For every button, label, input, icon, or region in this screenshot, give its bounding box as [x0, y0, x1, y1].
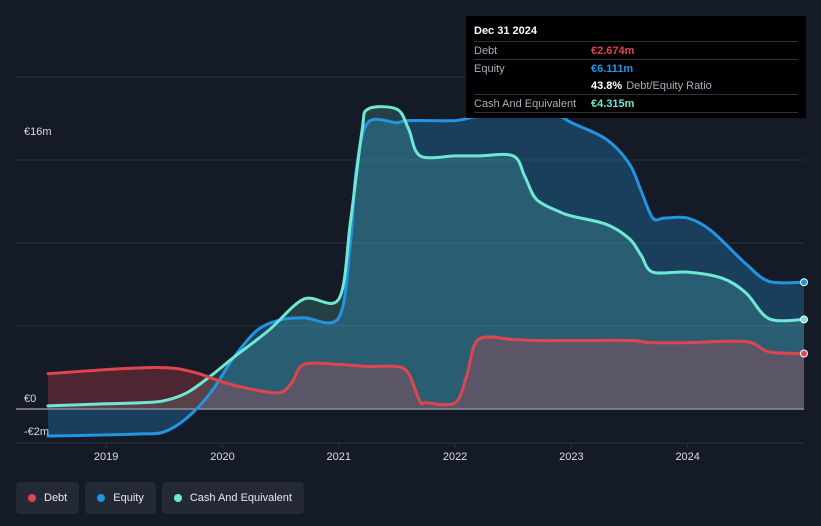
tooltip-ratio-label: Debt/Equity Ratio [626, 79, 712, 92]
cash-endpoint [800, 315, 808, 324]
tooltip-equity-label: Equity [474, 62, 505, 75]
debt-area [48, 336, 804, 409]
series-endpoints [800, 278, 808, 358]
tooltip-debt-value: €2.674m [591, 44, 635, 57]
legend-dot-debt [28, 494, 36, 502]
tooltip-ratio-value: 43.8% [591, 79, 623, 92]
chart-legend: Debt Equity Cash And Equivalent [16, 482, 304, 514]
x-tick-label: 2019 [94, 451, 118, 463]
debt-endpoint [800, 349, 808, 358]
x-tick-label: 2024 [675, 451, 699, 463]
tooltip-row-cash: Cash And Equivalent €4.315m [474, 94, 798, 112]
y-tick-label: €16m [24, 126, 52, 138]
equity-line [46, 112, 806, 438]
legend-dot-cash [173, 494, 182, 502]
tooltip-bottom-rule [474, 112, 798, 130]
tooltip-cash-label: Cash And Equivalent [474, 97, 577, 110]
legend-item-equity[interactable]: Equity [85, 482, 156, 514]
tooltip-cash-value: €4.315m [591, 97, 635, 110]
x-axis-labels: 2019 2020 2021 2022 2023 2024 [94, 451, 700, 463]
legend-label-equity: Equity [113, 492, 144, 504]
equity-endpoint [800, 278, 808, 287]
cash-area [48, 106, 804, 409]
legend-item-debt[interactable]: Debt [16, 482, 80, 514]
tooltip-row-debt: Debt €2.674m [474, 41, 798, 59]
legend-label-cash: Cash And Equivalent [189, 492, 292, 504]
cash-line [46, 105, 806, 408]
x-tick-label: 2023 [559, 451, 583, 463]
tooltip-debt-label: Debt [474, 44, 498, 57]
tooltip-panel: Dec 31 2024 Debt €2.674m Equity €6.111m … [466, 16, 806, 118]
y-tick-label: -€2m [24, 426, 49, 438]
legend-dot-equity [97, 494, 106, 502]
tooltip-equity-value: €6.111m [591, 62, 634, 75]
tooltip-row-ratio: 43.8% Debt/Equity Ratio [474, 77, 798, 94]
y-axis-labels: €16m €0 -€2m [24, 126, 52, 438]
legend-label-debt: Debt [44, 492, 68, 504]
tooltip-row-equity: Equity €6.111m [474, 59, 798, 77]
x-tick-label: 2020 [210, 451, 234, 463]
debt-line [46, 335, 806, 407]
legend-item-cash[interactable]: Cash And Equivalent [161, 482, 304, 514]
x-tick-label: 2021 [327, 451, 351, 463]
series-lines [46, 105, 806, 438]
x-tick-label: 2022 [443, 451, 467, 463]
y-tick-label: €0 [24, 393, 36, 405]
tooltip-date: Dec 31 2024 [474, 25, 537, 37]
